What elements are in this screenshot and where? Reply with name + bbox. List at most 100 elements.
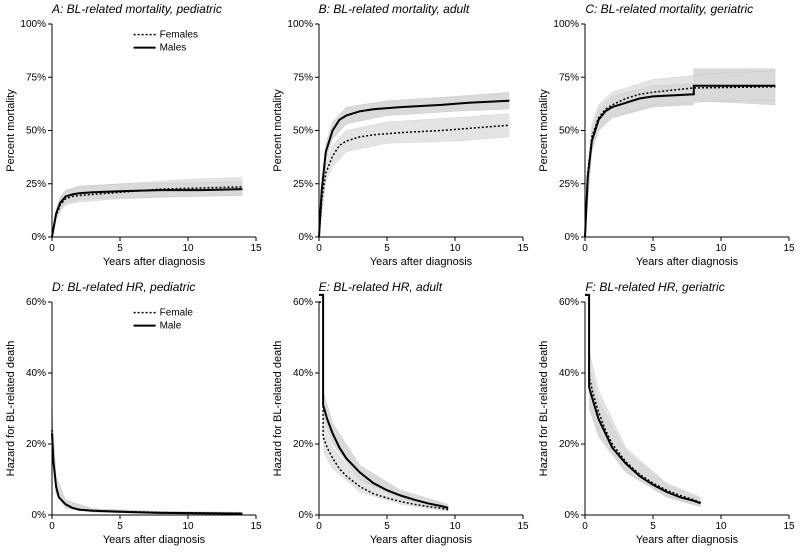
y-tick-label: 25% [559,179,579,190]
panel-title: A: BL-related mortality, pediatric [52,2,222,16]
y-tick-label: 20% [293,439,313,450]
series-male [52,433,242,513]
ci-line-female-lo [52,447,242,513]
y-axis-label: Percent mortality [538,89,550,172]
x-tick-label: 5 [384,243,390,254]
y-tick-label: 50% [559,126,579,137]
x-tick-label: 0 [316,243,322,254]
y-axis-label: Percent mortality [272,89,284,172]
y-tick-label: 100% [554,19,580,30]
x-tick-label: 10 [716,243,728,254]
x-axis-label: Years after diagnosis [636,256,739,268]
ci-line-female-lo [52,196,242,238]
panel-svg: 0 5 10 15 0% 25% 50% 75% 100% Years after diagnos… [533,0,799,277]
chart-grid: A: BL-related mortality, pediatric 0 5 10 15… [0,0,800,555]
x-tick-label: 5 [384,521,390,532]
panel-title: B: BL-related mortality, adult [319,2,470,16]
x-tick-label: 0 [49,521,55,532]
ci-line-female-lo [585,101,775,237]
ci-band-female [52,408,242,513]
x-axis-label: Years after diagnosis [369,534,472,546]
x-tick-label: 10 [449,521,461,532]
x-axis-label: Years after diagnosis [636,534,739,546]
y-tick-label: 25% [26,179,46,190]
y-tick-label: 50% [26,126,46,137]
y-axis-label: Hazard for BL-related death [538,340,550,476]
y-tick-label: 60% [559,297,579,308]
x-tick-label: 5 [117,521,123,532]
panel-svg: 0 5 10 15 0% 25% 50% 75% 100% Years after diagnos… [0,0,266,277]
ci-line-male-lo [585,101,775,237]
y-tick-label: 40% [26,368,46,379]
y-tick-label: 50% [293,126,313,137]
legend-label: Female [160,307,194,318]
x-tick-label: 15 [784,521,796,532]
panel-e: E: BL-related HR, adult 0 5 10 15 0% 20% 40% 60%… [267,278,534,555]
y-tick-label: 75% [26,72,46,83]
x-axis-label: Years after diagnosis [103,256,206,268]
panel-c: C: BL-related mortality, geriatric 0 5 10 15… [533,0,800,278]
ci-line-male-hi [52,415,242,512]
x-tick-label: 0 [583,521,589,532]
x-tick-label: 15 [250,243,262,254]
ci-band-female [323,422,448,511]
x-tick-label: 5 [651,243,657,254]
y-axis-label: Hazard for BL-related death [5,340,17,476]
x-tick-label: 15 [517,243,529,254]
y-tick-label: 0% [32,232,47,243]
y-tick-label: 100% [20,19,46,30]
ci-line-female-lo [319,137,509,237]
y-tick-label: 100% [287,19,313,30]
series-female [319,302,448,510]
y-tick-label: 0% [565,232,580,243]
y-tick-label: 25% [293,179,313,190]
ci-line-female-hi [52,408,242,512]
x-tick-label: 0 [316,521,322,532]
x-tick-label: 0 [583,243,589,254]
x-tick-label: 10 [716,521,728,532]
x-tick-label: 10 [182,243,194,254]
panel-title: F: BL-related HR, geriatric [585,280,724,294]
x-tick-label: 15 [784,243,796,254]
y-tick-label: 75% [293,72,313,83]
y-axis-label: Percent mortality [5,89,17,172]
y-tick-label: 40% [559,368,579,379]
series-female [52,429,242,512]
y-axis-label: Hazard for BL-related death [272,340,284,476]
ci-band-male [52,415,242,514]
panel-a: A: BL-related mortality, pediatric 0 5 10 15… [0,0,267,278]
x-axis-label: Years after diagnosis [103,534,206,546]
x-tick-label: 5 [651,521,657,532]
series-male [319,294,448,507]
legend-label: Females [160,30,198,41]
x-tick-label: 15 [250,521,262,532]
x-tick-label: 0 [49,243,55,254]
x-tick-label: 10 [449,243,461,254]
panel-svg: 0 5 10 15 0% 25% 50% 75% 100% Years after diagnos… [267,0,533,277]
x-axis-label: Years after diagnosis [369,256,472,268]
legend-label: Male [160,320,182,331]
y-tick-label: 0% [298,232,313,243]
panel-svg: 0 5 10 15 0% 20% 40% 60% Years after diagnosis Ha… [0,278,266,555]
panel-title: D: BL-related HR, pediatric [52,280,195,294]
y-tick-label: 60% [26,297,46,308]
panel-svg: 0 5 10 15 0% 20% 40% 60% Years after diagnosis Ha… [533,278,799,555]
y-tick-label: 40% [293,368,313,379]
panel-title: E: BL-related HR, adult [319,280,442,294]
y-tick-label: 0% [32,510,47,521]
legend-label: Males [160,43,187,54]
panel-d: D: BL-related HR, pediatric 0 5 10 15 0% 20% 40… [0,278,267,555]
y-tick-label: 0% [565,510,580,521]
panel-title: C: BL-related mortality, geriatric [585,2,753,16]
x-tick-label: 10 [182,521,194,532]
panel-b: B: BL-related mortality, adult 0 5 10 15 0% 25… [267,0,534,278]
panel-f: F: BL-related HR, geriatric 0 5 10 15 0% 20% 40… [533,278,800,555]
y-tick-label: 75% [559,72,579,83]
y-tick-label: 60% [293,297,313,308]
x-tick-label: 5 [117,243,123,254]
y-tick-label: 20% [559,439,579,450]
x-tick-label: 15 [517,521,529,532]
y-tick-label: 20% [26,439,46,450]
y-tick-label: 0% [298,510,313,521]
panel-svg: 0 5 10 15 0% 20% 40% 60% Years after diagnosis Ha… [267,278,533,555]
